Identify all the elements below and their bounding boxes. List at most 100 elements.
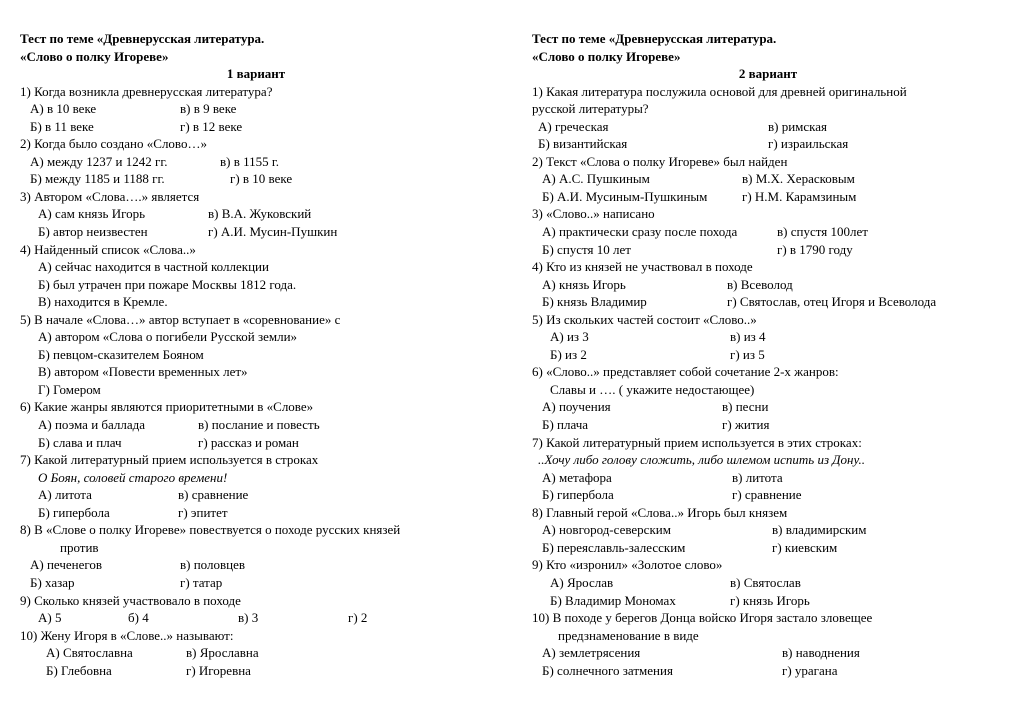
q2-g: г) Н.М. Карамзиным [742, 188, 856, 206]
q7-a: А) метафора [542, 469, 732, 487]
q4: 4) Кто из князей не участвовал в походе [532, 258, 1004, 276]
q6: 6) «Слово..» представляет собой сочетани… [532, 363, 1004, 381]
q7: 7) Какой литературный прием используется… [20, 451, 492, 469]
q7: 7) Какой литературный прием используется… [532, 434, 1004, 452]
q5-v: В) автором «Повести временных лет» [20, 363, 492, 381]
q7-quote: О Боян, соловей старого времени! [20, 469, 492, 487]
q9-a: А) Ярослав [550, 574, 730, 592]
q3-b: Б) автор неизвестен [38, 223, 208, 241]
q6-row1: А) поучения в) песни [532, 398, 1004, 416]
title-line-1: Тест по теме «Древнерусская литература. [20, 30, 492, 48]
q10-g: г) Игоревна [186, 662, 251, 680]
q8-g: г) татар [180, 574, 222, 592]
q6-row1: А) поэма и баллада в) послание и повесть [20, 416, 492, 434]
q4-v: в) Всеволод [727, 276, 793, 294]
q7-g: г) эпитет [178, 504, 228, 522]
q4: 4) Найденный список «Слова..» [20, 241, 492, 259]
q7-quote: ..Хочу либо голову сложить, либо шлемом … [532, 451, 1004, 469]
q5-b: Б) певцом-сказителем Бояном [20, 346, 492, 364]
q10-row1: А) Святославна в) Ярославна [20, 644, 492, 662]
q9-g: г) князь Игорь [730, 592, 810, 610]
q6-line: Славы и …. ( укажите недостающее) [532, 381, 1004, 399]
q1-b: Б) византийская [538, 135, 768, 153]
q7-v: в) сравнение [178, 486, 248, 504]
q9-row2: Б) Владимир Мономах г) князь Игорь [532, 592, 1004, 610]
q6-a: А) поэма и баллада [38, 416, 198, 434]
q1-row2: Б) византийская г) израильская [532, 135, 1004, 153]
q6-g: г) жития [722, 416, 769, 434]
q5-g: г) из 5 [730, 346, 765, 364]
q7-a: А) литота [38, 486, 178, 504]
q3: 3) Автором «Слова….» является [20, 188, 492, 206]
q1-row1: А) греческая в) римская [532, 118, 1004, 136]
q1-g: г) израильская [768, 135, 848, 153]
q4-g: г) Святослав, отец Игоря и Всеволода [727, 293, 936, 311]
q9-v: в) Святослав [730, 574, 801, 592]
q1-a: А) в 10 веке [30, 100, 180, 118]
q7-v: в) литота [732, 469, 783, 487]
q8-row1: А) печенегов в) половцев [20, 556, 492, 574]
q7-b: Б) гипербола [542, 486, 732, 504]
q3-row2: Б) автор неизвестен г) А.И. Мусин-Пушкин [20, 223, 492, 241]
q8-a: А) новгород-северским [542, 521, 772, 539]
q9-g: г) 2 [348, 609, 367, 627]
q5-b: Б) из 2 [550, 346, 730, 364]
q8-cont: против [20, 539, 492, 557]
q10-row1: А) землетрясения в) наводнения [532, 644, 1004, 662]
q9-b: Б) Владимир Мономах [550, 592, 730, 610]
q6-row2: Б) плача г) жития [532, 416, 1004, 434]
q7-b: Б) гипербола [38, 504, 178, 522]
q4-row2: Б) князь Владимир г) Святослав, отец Иго… [532, 293, 1004, 311]
q8-b: Б) переяславль-залесским [542, 539, 772, 557]
q9: 9) Сколько князей участвовало в походе [20, 592, 492, 610]
q10-b: Б) Глебовна [46, 662, 186, 680]
q8-g: г) киевским [772, 539, 837, 557]
q5-row2: Б) из 2 г) из 5 [532, 346, 1004, 364]
q10-v: в) наводнения [782, 644, 860, 662]
variant-1-column: Тест по теме «Древнерусская литература. … [20, 30, 492, 679]
q6-b: Б) слава и плач [38, 434, 198, 452]
q2-v: в) в 1155 г. [220, 153, 279, 171]
title-line-2: «Слово о полку Игореве» [532, 48, 1004, 66]
q9-v: в) 3 [238, 609, 348, 627]
q5-a: А) автором «Слова о погибели Русской зем… [20, 328, 492, 346]
q10-b: Б) солнечного затмения [542, 662, 782, 680]
q2: 2) Когда было создано «Слово…» [20, 135, 492, 153]
q10-g: г) урагана [782, 662, 838, 680]
q3-row2: Б) спустя 10 лет г) в 1790 году [532, 241, 1004, 259]
q6-v: в) песни [722, 398, 768, 416]
q2-a: А) А.С. Пушкиным [542, 170, 742, 188]
q1: 1) Какая литература послужила основой дл… [532, 83, 1004, 101]
q2-row2: Б) А.И. Мусиным-Пушкиным г) Н.М. Карамзи… [532, 188, 1004, 206]
variant-label: 1 вариант [20, 65, 492, 83]
q10: 10) В походе у берегов Донца войско Игор… [532, 609, 1004, 627]
q3-row1: А) сам князь Игорь в) В.А. Жуковский [20, 205, 492, 223]
q9-b: б) 4 [128, 609, 238, 627]
q3-g: г) в 1790 году [777, 241, 853, 259]
q3-a: А) сам князь Игорь [38, 205, 208, 223]
q7-row1: А) метафора в) литота [532, 469, 1004, 487]
q2: 2) Текст «Слова о полку Игореве» был най… [532, 153, 1004, 171]
q6-a: А) поучения [542, 398, 722, 416]
q10-cont: предзнаменование в виде [532, 627, 1004, 645]
q8-row2: Б) хазар г) татар [20, 574, 492, 592]
q4-row1: А) князь Игорь в) Всеволод [532, 276, 1004, 294]
q9-row: А) 5 б) 4 в) 3 г) 2 [20, 609, 492, 627]
q9: 9) Кто «изронил» «Золотое слово» [532, 556, 1004, 574]
q10-a: А) землетрясения [542, 644, 782, 662]
q1-g: г) в 12 веке [180, 118, 242, 136]
q3-b: Б) спустя 10 лет [542, 241, 777, 259]
q6-row2: Б) слава и плач г) рассказ и роман [20, 434, 492, 452]
q1-v: в) в 9 веке [180, 100, 236, 118]
q4-a: А) сейчас находится в частной коллекции [20, 258, 492, 276]
q10-row2: Б) солнечного затмения г) урагана [532, 662, 1004, 680]
q5-row1: А) из 3 в) из 4 [532, 328, 1004, 346]
q6-g: г) рассказ и роман [198, 434, 299, 452]
q3-a: А) практически сразу после похода [542, 223, 777, 241]
q2-g: г) в 10 веке [230, 170, 292, 188]
q2-row1: А) между 1237 и 1242 гг. в) в 1155 г. [20, 153, 492, 171]
q8-row1: А) новгород-северским в) владимирским [532, 521, 1004, 539]
q5: 5) Из скольких частей состоит «Слово..» [532, 311, 1004, 329]
q6-v: в) послание и повесть [198, 416, 320, 434]
q8-b: Б) хазар [30, 574, 180, 592]
